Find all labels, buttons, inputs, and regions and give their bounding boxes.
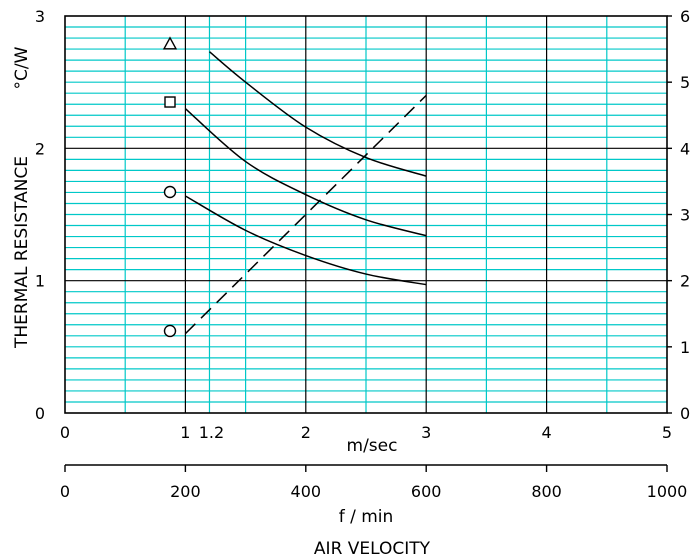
secondary-x-axis-unit-label: f / min bbox=[339, 507, 394, 527]
curve-3 bbox=[185, 195, 427, 286]
circle-marker bbox=[163, 324, 177, 338]
square-marker bbox=[164, 96, 176, 108]
right-axis-tick-label: 4 bbox=[680, 139, 690, 158]
secondary-x-axis-tick-label: 200 bbox=[170, 482, 201, 501]
curve-2 bbox=[184, 108, 427, 237]
secondary-x-axis-tick-label: 600 bbox=[411, 482, 442, 501]
secondary-x-axis-tick-label: 800 bbox=[531, 482, 562, 501]
left-axis-tick-label: 1 bbox=[35, 272, 45, 291]
x-axis-tick-label: 5 bbox=[662, 423, 672, 442]
y-axis-unit-label: °C/W bbox=[12, 46, 32, 89]
triangle-marker bbox=[162, 36, 178, 50]
x-axis-title: AIR VELOCITY bbox=[314, 539, 431, 559]
curves bbox=[184, 51, 427, 335]
secondary-x-axis-tick-label: 400 bbox=[291, 482, 322, 501]
plot-grid bbox=[65, 16, 667, 413]
right-axis-tick-label: 3 bbox=[680, 206, 690, 225]
right-axis-tick-label: 5 bbox=[680, 73, 690, 92]
left-axis-tick-label: 0 bbox=[35, 404, 45, 423]
circle-marker bbox=[163, 185, 177, 199]
left-axis-tick-label: 2 bbox=[35, 139, 45, 158]
x-axis-tick-label: 3 bbox=[421, 423, 431, 442]
y-axis-title: THERMAL RESISTANCE bbox=[12, 156, 32, 349]
curve-4-dashed bbox=[184, 94, 427, 335]
right-axis-tick-label: 0 bbox=[680, 404, 690, 423]
left-axis-tick-label: 3 bbox=[35, 7, 45, 26]
x-axis-tick-label: 1 bbox=[180, 423, 190, 442]
right-axis-tick-label: 6 bbox=[680, 7, 690, 26]
x-axis-tick-label: 1.2 bbox=[199, 423, 224, 442]
x-axis-tick-label: 4 bbox=[542, 423, 552, 442]
axes: 0 1 2 3 4 5 6 0 1 2 3 0 1 1.2 2 3 4 5 m/sec 0 200 400 600 800 10… bbox=[12, 7, 690, 559]
right-axis-tick-label: 1 bbox=[680, 338, 690, 357]
curve-1 bbox=[208, 51, 427, 177]
x-axis-unit-label: m/sec bbox=[347, 436, 398, 456]
secondary-x-axis-tick-label: 1000 bbox=[647, 482, 688, 501]
x-axis-tick-label: 2 bbox=[301, 423, 311, 442]
secondary-x-axis-tick-label: 0 bbox=[60, 482, 70, 501]
right-axis-tick-label: 2 bbox=[680, 272, 690, 291]
legend-markers bbox=[162, 36, 178, 338]
x-axis-tick-label: 0 bbox=[60, 423, 70, 442]
